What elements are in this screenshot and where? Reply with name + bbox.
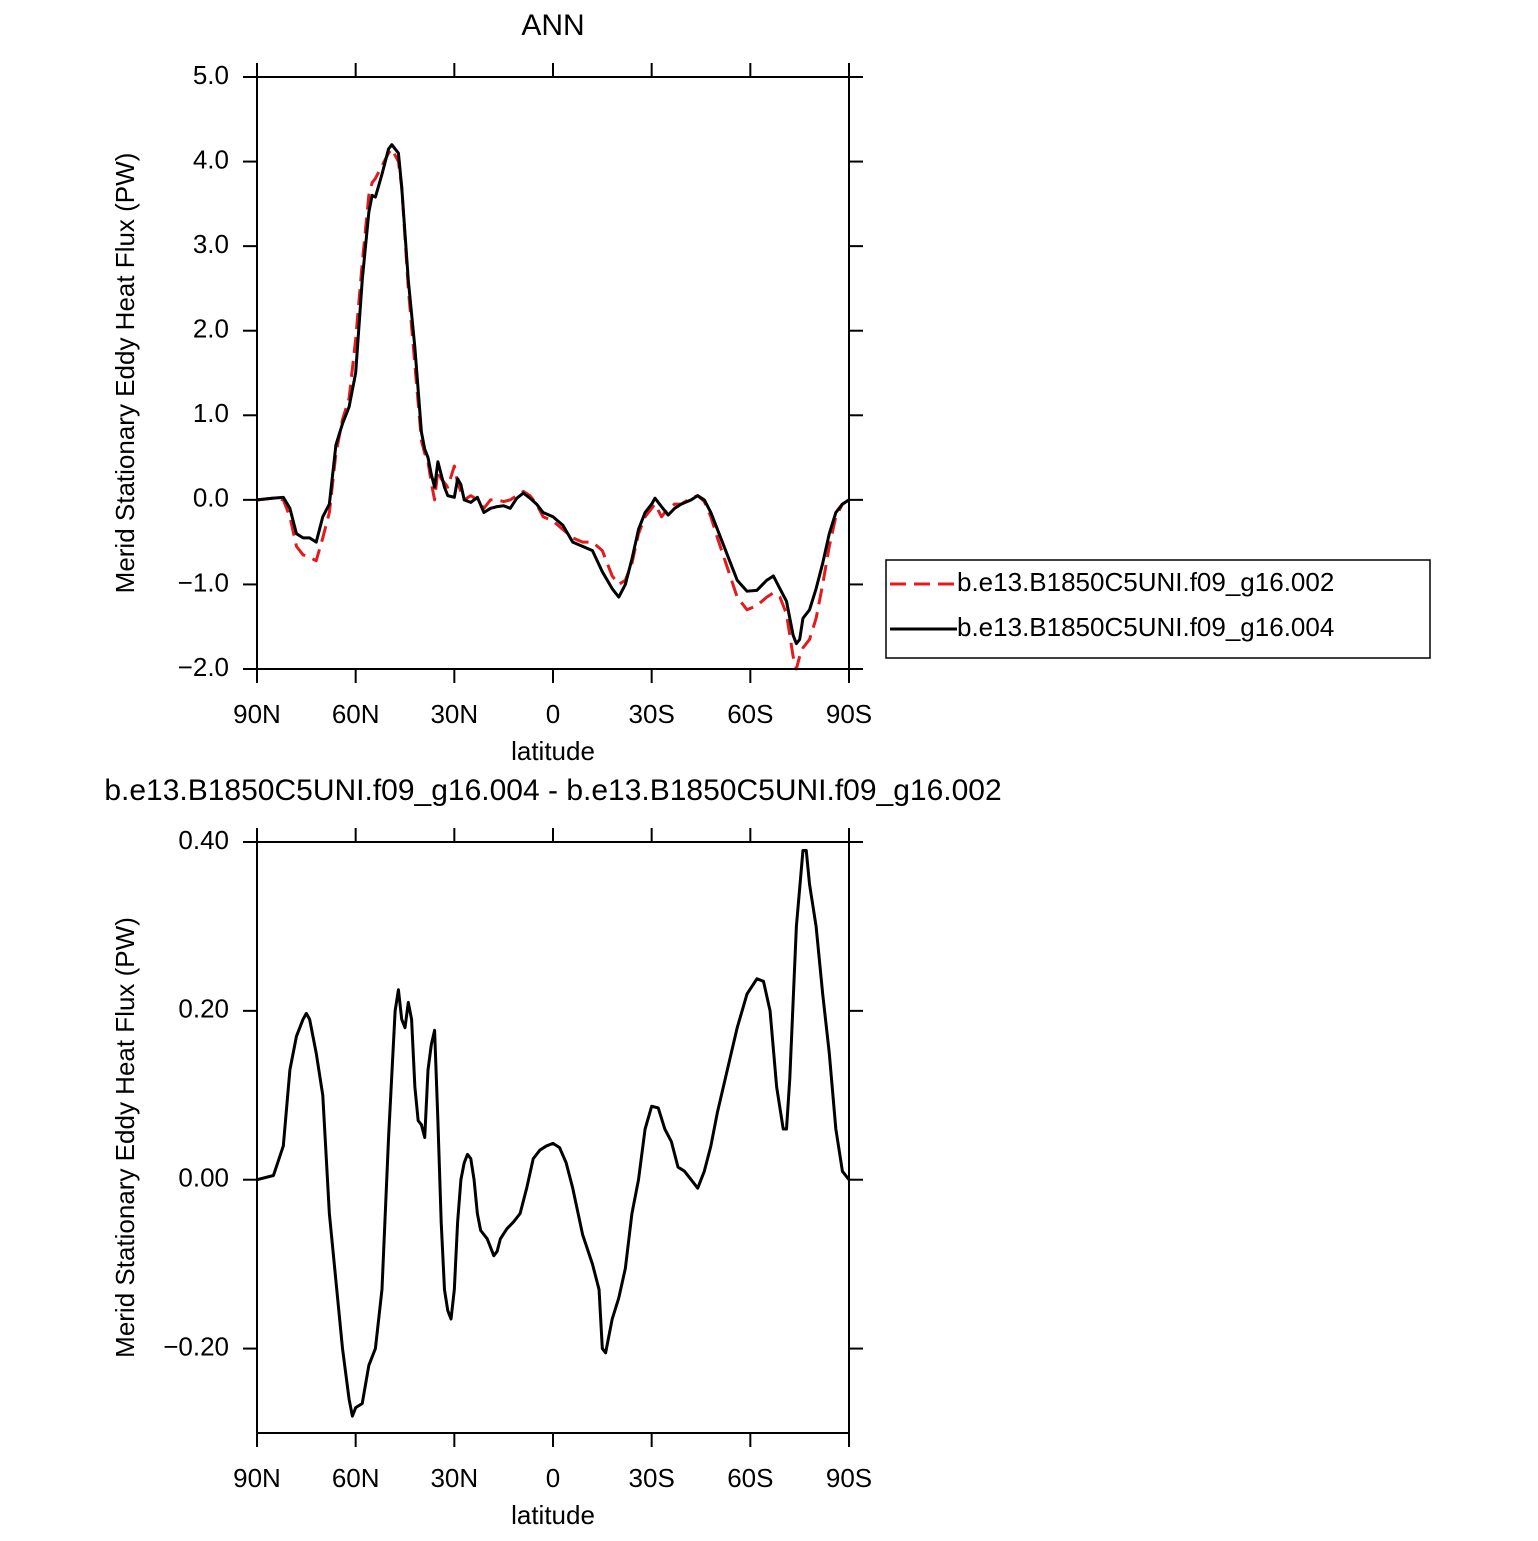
y-axis-label: Merid Stationary Eddy Heat Flux (PW) [110, 917, 140, 1358]
x-tick-label: 30S [629, 1463, 675, 1493]
y-tick-label: 0.00 [178, 1163, 229, 1193]
data-line [256, 848, 851, 1418]
x-tick-label: 0 [546, 1463, 560, 1493]
y-tick-label: 0.20 [178, 994, 229, 1024]
y-tick-label: 0.40 [178, 825, 229, 855]
x-tick-label: 60N [332, 699, 380, 729]
x-tick-label: 60N [332, 1463, 380, 1493]
y-tick-label: 5.0 [193, 60, 229, 90]
legend-label: b.e13.B1850C5UNI.f09_g16.004 [957, 612, 1334, 642]
y-tick-label: −0.20 [163, 1331, 229, 1361]
y-axis-label: Merid Stationary Eddy Heat Flux (PW) [110, 153, 140, 594]
x-tick-label: 60S [727, 699, 773, 729]
plot-frame [256, 841, 850, 1434]
x-axis-label: latitude [511, 736, 595, 766]
x-tick-label: 90N [233, 699, 281, 729]
chart-title: ANN [521, 9, 584, 42]
y-tick-label: 0.0 [193, 483, 229, 513]
x-tick-label: 90N [233, 1463, 281, 1493]
chart-title: b.e13.B1850C5UNI.f09_g16.004 - b.e13.B18… [104, 774, 1001, 807]
y-tick-label: −2.0 [178, 652, 229, 682]
x-tick-label: 90S [826, 699, 872, 729]
x-tick-label: 30N [430, 1463, 478, 1493]
y-tick-label: 4.0 [193, 144, 229, 174]
y-tick-label: 2.0 [193, 314, 229, 344]
x-tick-label: 60S [727, 1463, 773, 1493]
x-tick-label: 90S [826, 1463, 872, 1493]
y-tick-label: 1.0 [193, 398, 229, 428]
x-axis-label: latitude [511, 1500, 595, 1530]
data-line [256, 147, 850, 671]
x-tick-label: 0 [546, 699, 560, 729]
y-tick-label: 3.0 [193, 229, 229, 259]
y-tick-label: −1.0 [178, 567, 229, 597]
x-tick-label: 30S [629, 699, 675, 729]
x-tick-label: 30N [430, 699, 478, 729]
legend-label: b.e13.B1850C5UNI.f09_g16.002 [957, 567, 1334, 597]
plot-frame [256, 76, 850, 670]
legend-box [885, 559, 1431, 659]
data-line [256, 143, 850, 646]
